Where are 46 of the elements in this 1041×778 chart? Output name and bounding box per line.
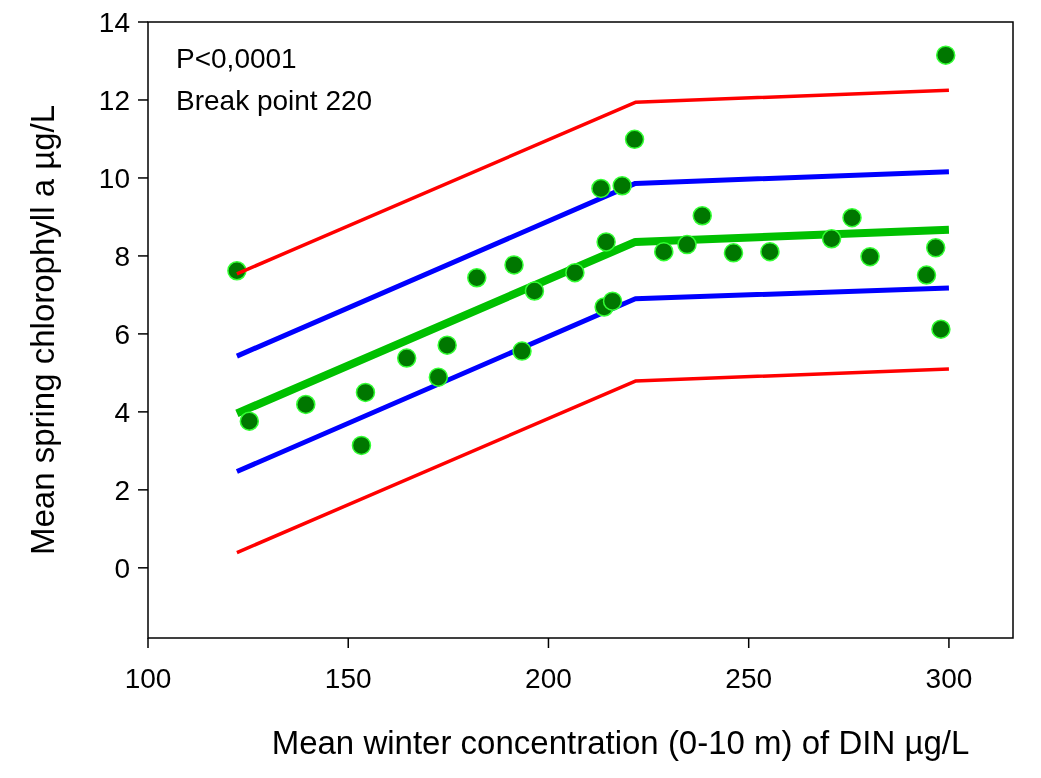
annotation: P<0,0001 xyxy=(176,43,297,74)
point xyxy=(351,435,372,456)
y-tick-label: 4 xyxy=(114,396,130,428)
point xyxy=(467,268,487,288)
point xyxy=(692,206,712,226)
point xyxy=(654,241,674,262)
annotation: Break point 220 xyxy=(176,85,373,116)
x-axis-title: Mean winter concentration (0-10 m) of DIN µg/L xyxy=(271,724,970,761)
y-tick-label: 14 xyxy=(98,7,130,38)
y-axis-title: Mean spring chlorophyll a µg/L xyxy=(24,104,61,556)
point xyxy=(296,394,316,415)
point xyxy=(860,246,880,267)
y-tick-label: 6 xyxy=(114,318,130,350)
point xyxy=(396,348,417,368)
point xyxy=(437,335,457,355)
x-tick-label: 100 xyxy=(124,663,172,694)
point xyxy=(504,255,524,275)
point xyxy=(935,45,956,65)
y-tick-label: 12 xyxy=(98,84,130,116)
point xyxy=(624,129,645,150)
point xyxy=(916,265,937,285)
point xyxy=(842,207,862,228)
x-tick-label: 200 xyxy=(525,663,572,694)
point xyxy=(596,232,616,252)
x-tick-label: 250 xyxy=(725,663,773,694)
point xyxy=(591,178,611,199)
point xyxy=(612,176,632,196)
point xyxy=(602,291,623,311)
y-tick-label: 10 xyxy=(98,162,130,194)
point xyxy=(428,367,449,387)
point xyxy=(821,229,842,249)
point xyxy=(524,281,545,301)
point xyxy=(512,341,532,361)
point xyxy=(355,382,376,403)
y-tick-label: 8 xyxy=(114,240,130,272)
point xyxy=(723,243,744,263)
point xyxy=(925,237,946,258)
x-tick-label: 300 xyxy=(925,663,973,694)
point xyxy=(677,234,697,255)
point xyxy=(239,411,260,431)
point xyxy=(931,319,951,339)
point xyxy=(760,241,780,262)
y-tick-label: 0 xyxy=(114,552,130,584)
y-tick-label: 2 xyxy=(114,474,130,506)
point xyxy=(565,262,585,283)
x-tick-label: 150 xyxy=(324,663,372,694)
